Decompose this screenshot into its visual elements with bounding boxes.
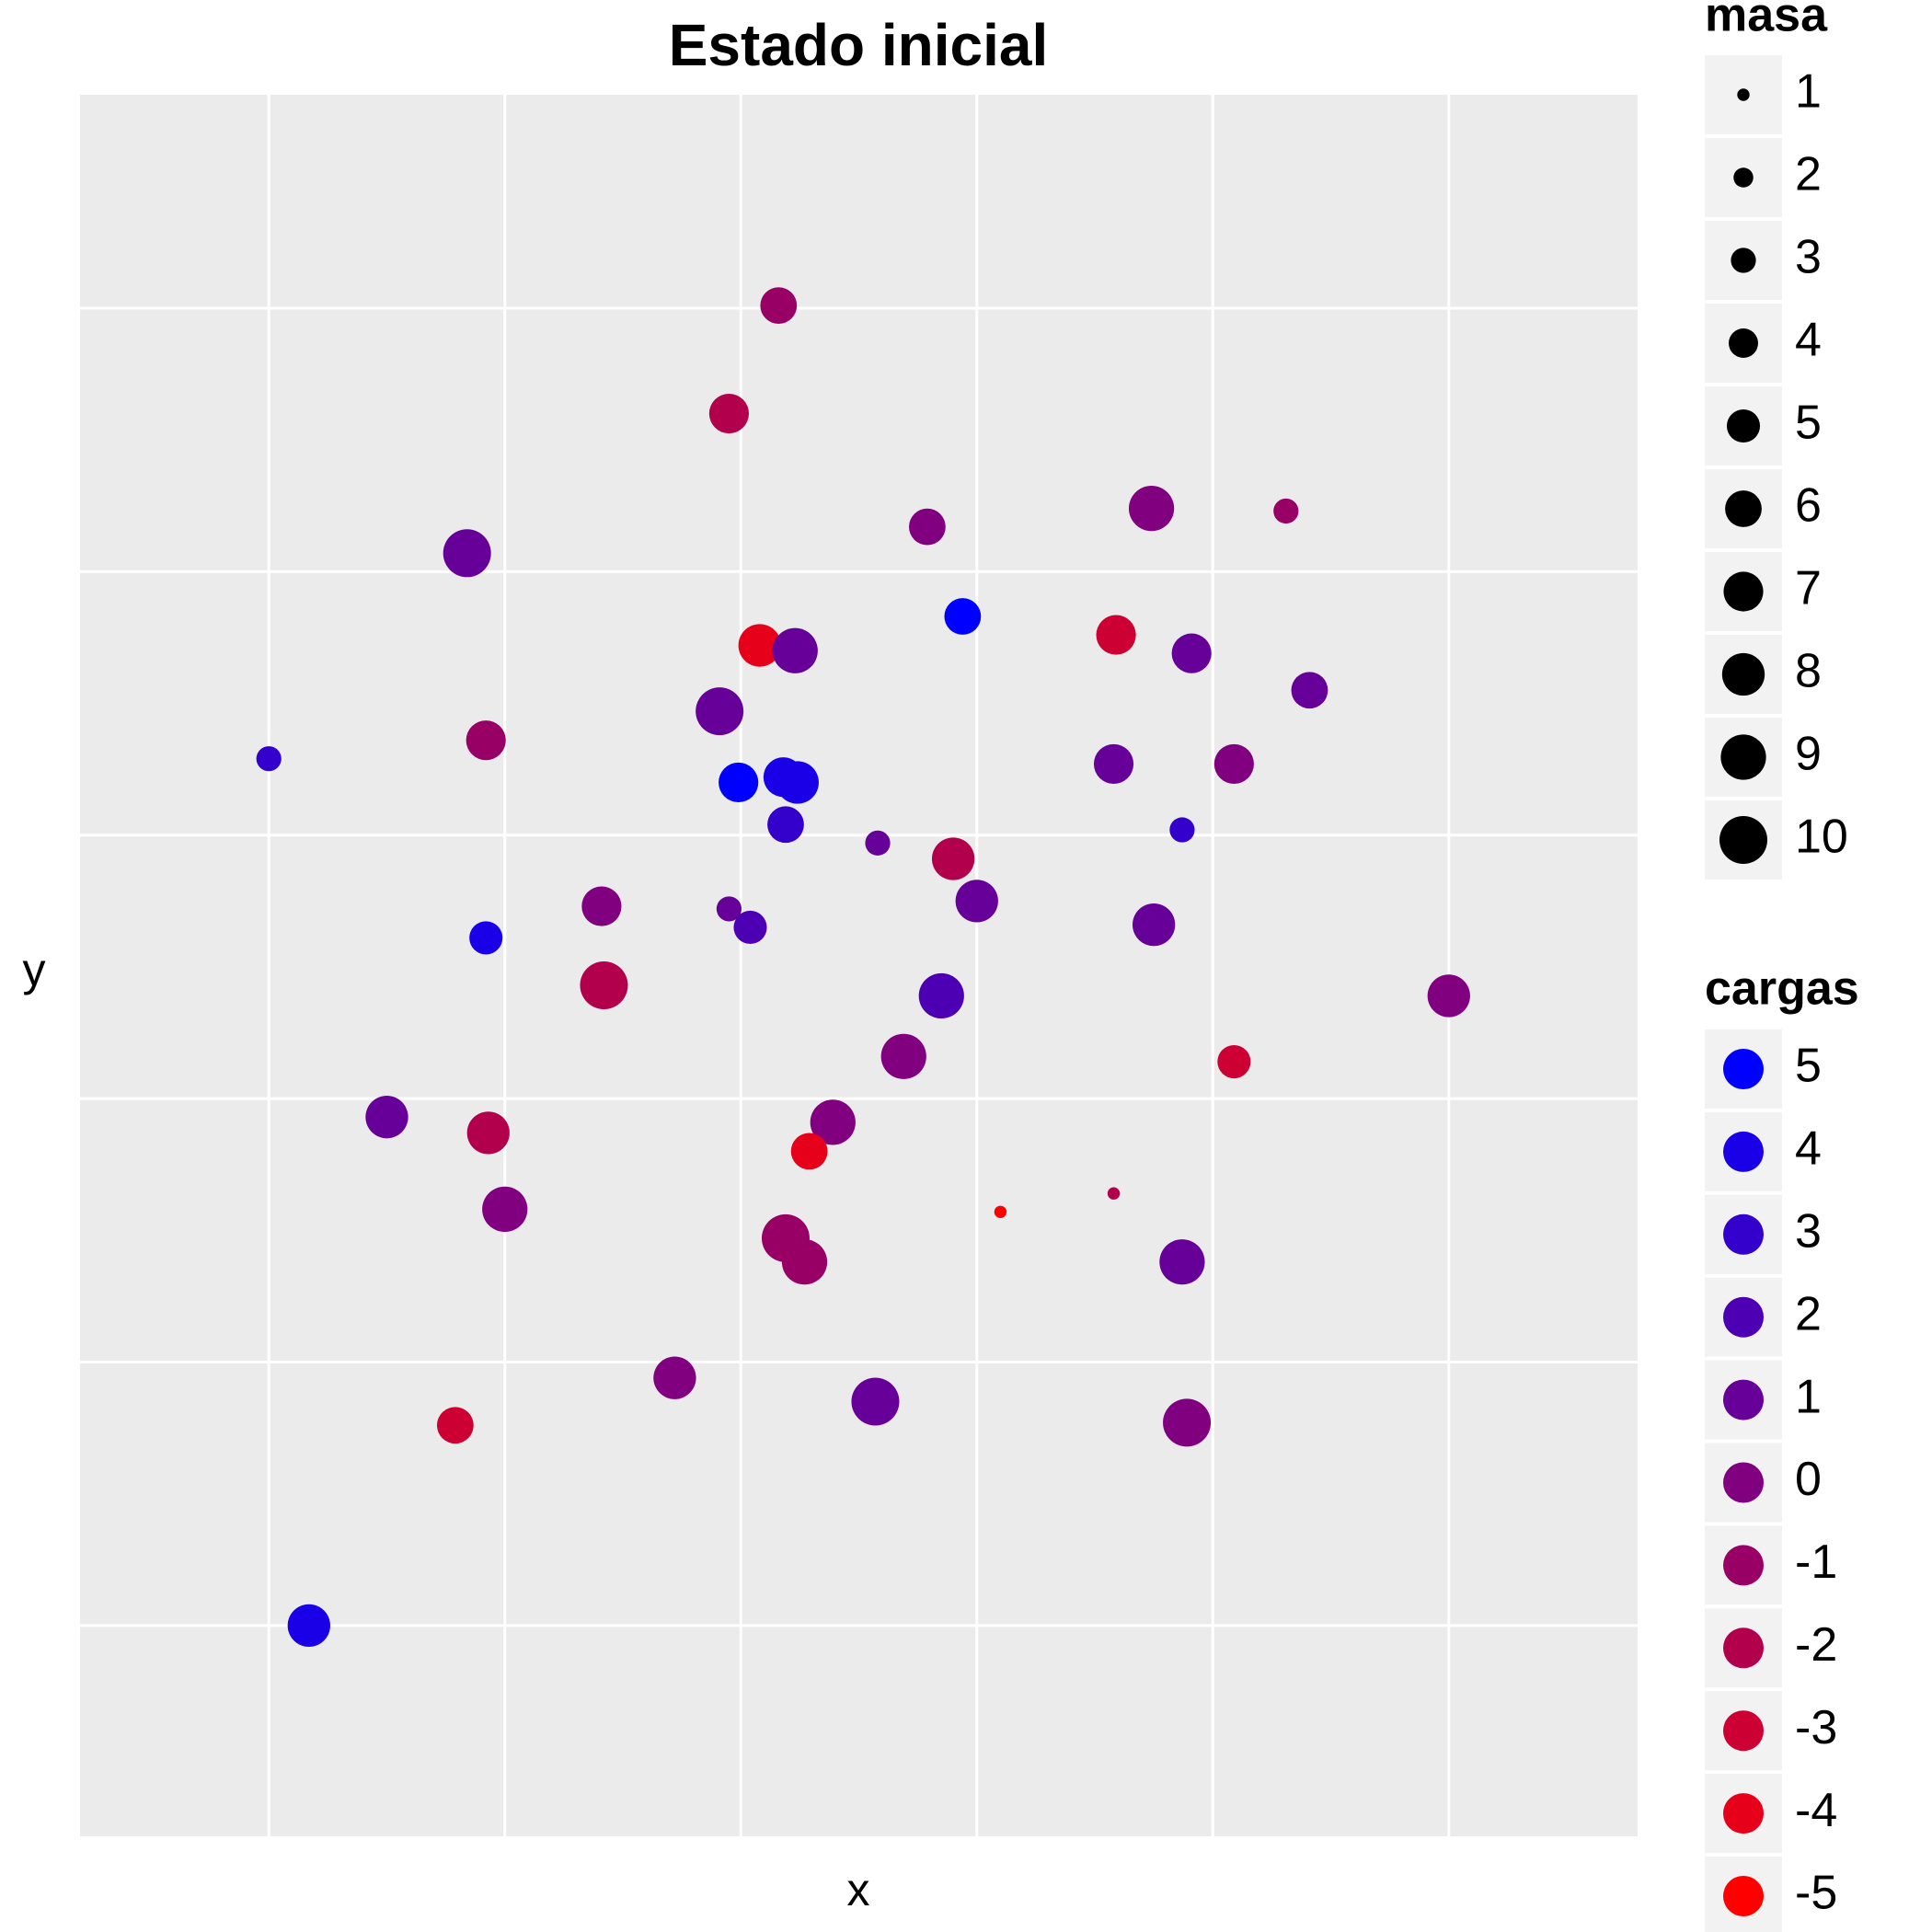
point [851,1377,900,1426]
legend-symbol [1723,1793,1764,1834]
legend-label: -3 [1795,1701,1837,1754]
panel [80,95,1638,1836]
legend-symbol [1723,1049,1764,1089]
point [653,1356,696,1399]
point [256,746,282,772]
point [1169,817,1195,843]
point [1132,903,1176,947]
legend-label: 5 [1795,1040,1822,1093]
point [1107,1187,1121,1200]
legend-label: -1 [1795,1535,1837,1589]
legend-label: 3 [1795,231,1822,284]
legend-symbol [1720,734,1766,780]
point [810,1099,856,1145]
point [1096,615,1136,655]
legend-label: 4 [1795,314,1822,367]
legend-symbol [1723,1131,1764,1172]
legend-label: 4 [1795,1122,1822,1176]
point [1171,633,1212,673]
point [880,1033,926,1079]
legend-label: 7 [1795,562,1822,615]
legend-symbol [1725,490,1762,527]
point [365,1096,408,1139]
legend-symbol [1729,328,1758,358]
point [719,762,759,803]
point [738,624,781,667]
point [772,627,818,673]
legend-label: 5 [1795,397,1822,450]
legend-symbol [1731,247,1756,273]
point [287,1604,330,1648]
legend-label: 6 [1795,479,1822,533]
point [955,880,998,923]
legend-symbol [1723,1876,1764,1916]
point [696,687,744,736]
point [436,1407,474,1444]
point [482,1186,528,1233]
point [1128,486,1175,532]
legend-symbol [1726,408,1761,443]
legend-symbol [1723,1545,1764,1586]
y-axis-label: y [23,944,46,995]
point [581,886,622,926]
point [1163,1398,1212,1447]
point [1273,498,1299,524]
legend-label: -4 [1795,1784,1837,1837]
point [443,529,491,578]
point [918,972,964,1019]
point [1427,974,1470,1018]
point [994,1205,1007,1218]
legend-label: 3 [1795,1205,1822,1259]
legend-label: -2 [1795,1618,1837,1672]
legend-symbol [1723,1379,1764,1420]
x-axis-label: x [847,1864,870,1915]
point [1217,1044,1251,1079]
point [865,830,891,856]
point [1093,743,1134,784]
legend-symbol [1733,167,1754,188]
legend-label: 10 [1795,811,1848,864]
legend-symbol [1723,1462,1764,1503]
point [580,960,628,1009]
point [708,393,749,434]
legend-title: cargas [1705,962,1859,1016]
point [716,896,742,922]
point [760,287,798,324]
point [466,1111,510,1155]
legend-label: 0 [1795,1453,1822,1506]
point [790,1133,828,1170]
legend-label: 1 [1795,1370,1822,1423]
chart-title: Estado inicial [669,12,1049,78]
point [931,837,975,880]
point [909,508,946,546]
legend-label: 8 [1795,645,1822,698]
legend-label: 2 [1795,148,1822,201]
legend-symbol [1721,652,1765,696]
legend-label: -5 [1795,1867,1837,1920]
legend-label: 2 [1795,1287,1822,1340]
point [1291,672,1328,709]
legend-symbol [1737,88,1750,101]
legend-symbol [1723,1296,1764,1338]
legend-symbol [1723,571,1764,612]
legend-symbol [1723,1710,1764,1752]
legend-label: 1 [1795,65,1822,119]
legend-symbol [1723,1627,1764,1669]
legend-label: 9 [1795,728,1822,781]
point [1213,743,1254,784]
point [466,720,506,761]
legend-symbol [1719,816,1767,864]
point [1159,1239,1205,1285]
point [776,761,819,804]
point [944,598,982,635]
legend-symbol [1723,1213,1764,1255]
legend-title: masa [1705,0,1828,42]
point [767,806,804,844]
point [781,1239,828,1285]
point [469,921,503,955]
point [733,910,767,945]
